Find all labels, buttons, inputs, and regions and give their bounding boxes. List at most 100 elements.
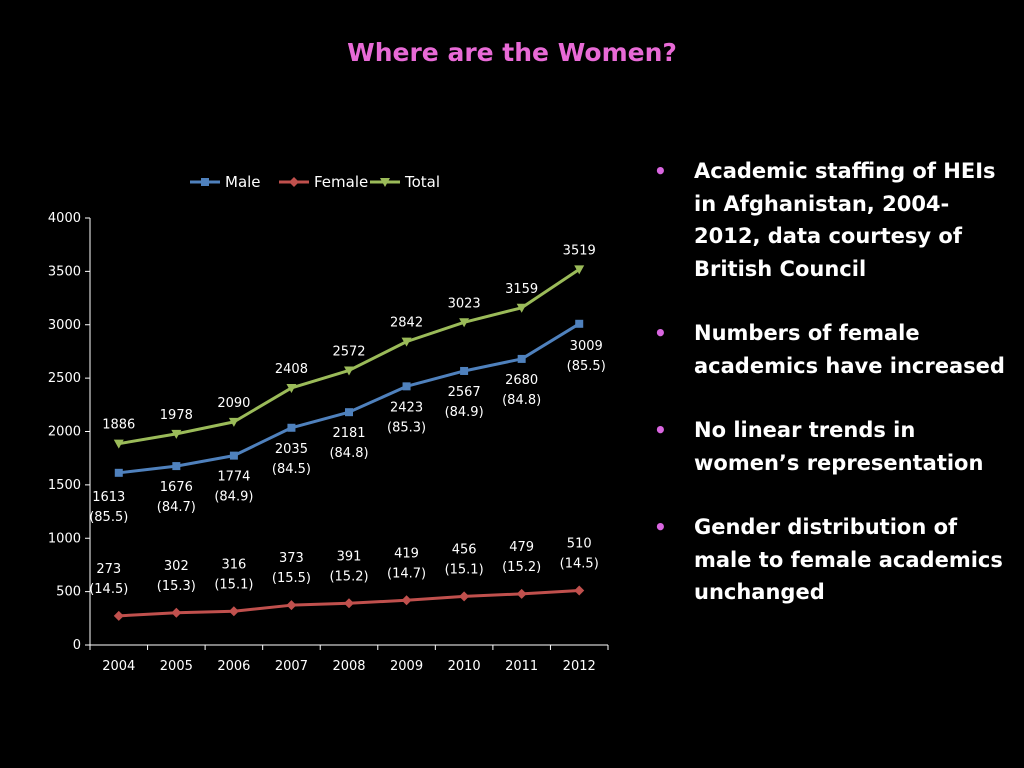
bullet-dot-icon: • bbox=[654, 159, 667, 183]
male-data-point bbox=[460, 366, 469, 375]
male-data-point bbox=[402, 382, 411, 391]
female-data-label: 391 bbox=[337, 549, 362, 564]
female-data-label: 316 bbox=[221, 557, 246, 572]
male-data-point bbox=[172, 462, 181, 471]
female-data-label: 419 bbox=[394, 546, 419, 561]
bullet-list: • Academic staffing of HEIs in Afghanist… bbox=[652, 155, 1012, 641]
female-data-label: 456 bbox=[452, 542, 477, 557]
total-data-point bbox=[344, 366, 354, 376]
male-percent-label: (84.9) bbox=[445, 405, 484, 420]
bullet-dot-icon: • bbox=[654, 321, 667, 345]
y-tick-label: 1000 bbox=[48, 531, 81, 546]
female-data-point bbox=[574, 585, 585, 596]
total-legend-label: Total bbox=[404, 173, 440, 191]
female-legend-label: Female bbox=[314, 173, 368, 191]
male-data-label: 2423 bbox=[390, 400, 423, 415]
male-data-label: 2567 bbox=[448, 385, 481, 400]
bullet-text: Numbers of female academics have increas… bbox=[694, 321, 1005, 378]
bullet-dot-icon: • bbox=[654, 515, 667, 539]
male-data-point bbox=[114, 468, 123, 477]
female-percent-label: (15.5) bbox=[272, 571, 311, 586]
female-data-label: 273 bbox=[96, 562, 121, 577]
male-data-label: 2035 bbox=[275, 442, 308, 457]
male-data-point bbox=[517, 354, 526, 363]
male-percent-label: (84.8) bbox=[502, 393, 541, 408]
male-data-point bbox=[345, 408, 353, 417]
y-tick-label: 500 bbox=[56, 585, 81, 600]
male-legend-label: Male bbox=[225, 173, 261, 191]
total-data-label: 3023 bbox=[448, 296, 481, 311]
total-data-label: 2842 bbox=[390, 316, 423, 331]
total-data-point bbox=[228, 417, 239, 427]
female-data-point bbox=[516, 588, 527, 599]
y-tick-label: 3500 bbox=[48, 264, 81, 279]
female-percent-label: (15.2) bbox=[329, 569, 368, 584]
total-data-label: 3159 bbox=[505, 282, 538, 297]
female-percent-label: (14.7) bbox=[387, 566, 426, 581]
y-tick-label: 0 bbox=[73, 638, 81, 653]
female-data-label: 510 bbox=[567, 537, 592, 552]
female-legend-marker bbox=[289, 177, 299, 187]
y-tick-label: 2000 bbox=[48, 425, 81, 440]
male-data-label: 3009 bbox=[570, 339, 603, 354]
total-data-label: 1978 bbox=[160, 408, 193, 423]
male-percent-label: (84.8) bbox=[329, 446, 368, 461]
bullet-item: • Numbers of female academics have incre… bbox=[652, 317, 1012, 382]
bullet-item: • Gender distribution of male to female … bbox=[652, 511, 1012, 609]
female-percent-label: (14.5) bbox=[89, 582, 128, 597]
male-data-label: 2181 bbox=[332, 426, 365, 441]
male-data-point bbox=[229, 451, 238, 460]
female-percent-label: (15.1) bbox=[214, 577, 253, 592]
female-percent-label: (15.2) bbox=[502, 560, 541, 575]
y-tick-label: 2500 bbox=[48, 371, 81, 386]
female-percent-label: (15.1) bbox=[445, 562, 484, 577]
total-legend-marker bbox=[380, 178, 390, 187]
total-data-label: 2090 bbox=[217, 396, 250, 411]
x-tick-label: 2012 bbox=[563, 659, 596, 674]
x-tick-label: 2007 bbox=[275, 659, 308, 674]
x-tick-label: 2009 bbox=[390, 659, 423, 674]
female-data-label: 302 bbox=[164, 559, 189, 574]
total-data-point bbox=[113, 439, 124, 449]
total-data-point bbox=[171, 429, 182, 439]
x-tick-label: 2004 bbox=[102, 659, 135, 674]
bullet-text: No linear trends in women’s representati… bbox=[694, 418, 984, 475]
male-percent-label: (84.5) bbox=[272, 462, 311, 477]
male-percent-label: (84.7) bbox=[157, 500, 196, 515]
bullet-dot-icon: • bbox=[654, 418, 667, 442]
female-data-point bbox=[228, 606, 239, 617]
y-tick-label: 4000 bbox=[48, 211, 81, 226]
female-data-label: 479 bbox=[509, 540, 534, 555]
female-data-point bbox=[286, 600, 297, 611]
female-data-label: 373 bbox=[279, 551, 304, 566]
male-data-point bbox=[575, 319, 584, 328]
total-data-point bbox=[459, 318, 470, 328]
total-data-point bbox=[574, 265, 585, 275]
x-tick-label: 2006 bbox=[217, 659, 250, 674]
x-tick-label: 2008 bbox=[332, 659, 365, 674]
female-data-point bbox=[171, 607, 182, 618]
male-data-label: 2680 bbox=[505, 373, 538, 388]
female-data-point bbox=[344, 598, 354, 609]
x-tick-label: 2011 bbox=[505, 659, 538, 674]
male-data-label: 1613 bbox=[92, 490, 125, 505]
bullet-item: • No linear trends in women’s representa… bbox=[652, 414, 1012, 479]
y-tick-label: 1500 bbox=[48, 478, 81, 493]
female-data-point bbox=[401, 595, 412, 606]
staffing-line-chart: 0 500 1000 1500 2000 2500 3000 3500 4000 2004 2005… bbox=[48, 173, 609, 674]
total-data-label: 3519 bbox=[563, 243, 596, 258]
y-tick-label: 3000 bbox=[48, 318, 81, 333]
female-percent-label: (14.5) bbox=[560, 557, 599, 572]
bullet-text: Gender distribution of male to female ac… bbox=[694, 515, 1003, 604]
x-tick-label: 2005 bbox=[160, 659, 193, 674]
female-percent-label: (15.3) bbox=[157, 579, 196, 594]
male-data-label: 1676 bbox=[160, 480, 193, 495]
female-data-point bbox=[113, 610, 124, 621]
male-percent-label: (84.9) bbox=[214, 490, 253, 505]
male-data-point bbox=[287, 423, 296, 432]
bullet-text: Academic staffing of HEIs in Afghanistan… bbox=[694, 159, 996, 281]
male-data-label: 1774 bbox=[217, 470, 250, 485]
x-tick-label: 2010 bbox=[448, 659, 481, 674]
female-data-point bbox=[459, 591, 470, 602]
total-data-point bbox=[516, 303, 527, 313]
